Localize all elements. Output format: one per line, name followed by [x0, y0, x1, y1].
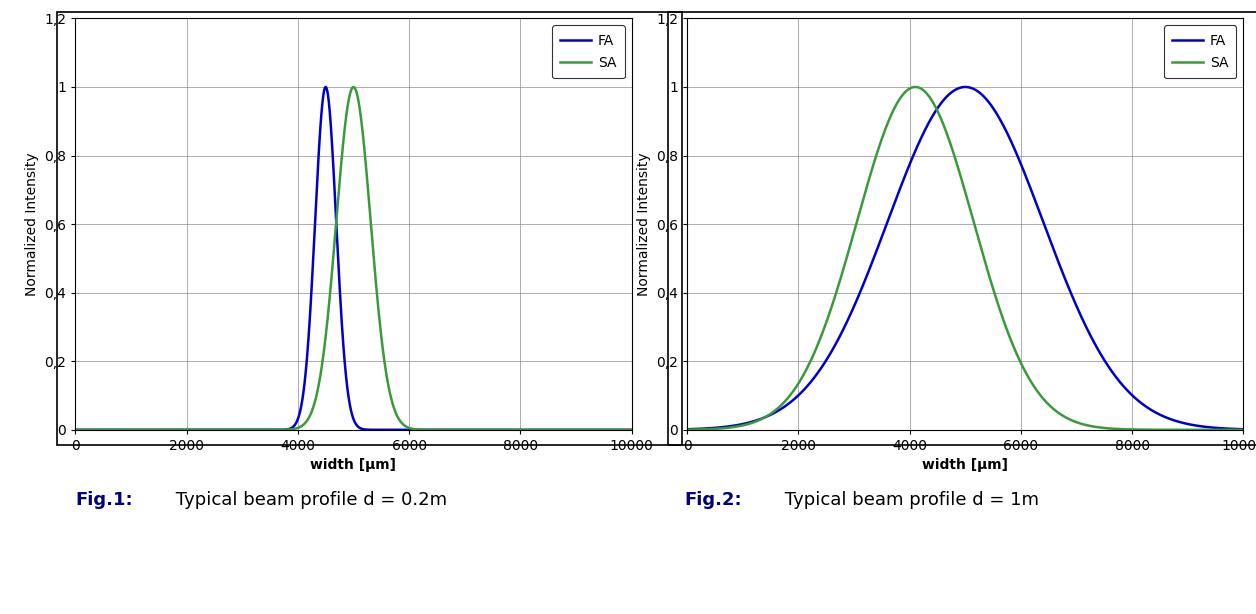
SA: [525, 426, 540, 433]
SA: [430, 426, 445, 433]
Text: Typical beam profile d = 0.2m: Typical beam profile d = 0.2m: [170, 491, 447, 509]
Text: Typical beam profile d = 1m: Typical beam profile d = 1m: [779, 491, 1039, 509]
SA: [1041, 402, 1056, 409]
FA: [1041, 234, 1056, 241]
FA: [624, 426, 639, 433]
FA: [484, 426, 499, 433]
SA: [679, 426, 695, 433]
FA: [1137, 402, 1152, 410]
SA: [402, 424, 417, 432]
SA: [781, 394, 796, 402]
FA: [1014, 160, 1029, 168]
FA: [280, 426, 295, 433]
FA: [68, 426, 83, 433]
FA: [892, 185, 907, 193]
Line: FA: FA: [75, 87, 632, 430]
Y-axis label: Normalized Intensity: Normalized Intensity: [25, 152, 39, 296]
Line: FA: FA: [687, 87, 1243, 429]
X-axis label: width [μm]: width [μm]: [310, 459, 397, 472]
SA: [1236, 426, 1251, 433]
FA: [1095, 353, 1110, 360]
SA: [280, 426, 295, 433]
Line: SA: SA: [687, 87, 1243, 430]
FA: [430, 426, 445, 433]
FA: [168, 426, 183, 433]
Y-axis label: Normalized Intensity: Normalized Intensity: [637, 152, 651, 296]
SA: [168, 426, 183, 433]
FA: [679, 426, 695, 433]
SA: [908, 84, 923, 91]
SA: [68, 426, 83, 433]
Line: SA: SA: [75, 87, 632, 430]
SA: [1095, 424, 1110, 432]
SA: [484, 426, 499, 433]
FA: [525, 426, 540, 433]
Text: Fig.2:: Fig.2:: [685, 491, 742, 509]
Text: Fig.1:: Fig.1:: [75, 491, 133, 509]
SA: [892, 95, 907, 103]
FA: [1236, 426, 1251, 433]
FA: [781, 400, 796, 408]
SA: [345, 84, 360, 91]
X-axis label: width [μm]: width [μm]: [922, 459, 1009, 472]
FA: [318, 84, 333, 91]
FA: [402, 426, 417, 433]
Legend: FA, SA: FA, SA: [551, 25, 624, 79]
Legend: FA, SA: FA, SA: [1164, 25, 1236, 79]
SA: [624, 426, 639, 433]
FA: [958, 84, 973, 91]
SA: [1014, 359, 1029, 367]
SA: [1137, 426, 1152, 433]
